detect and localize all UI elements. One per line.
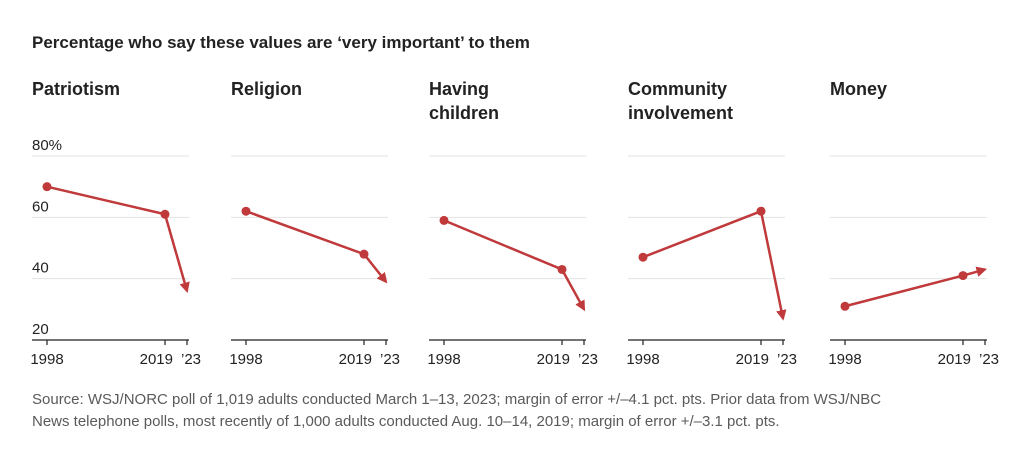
series-line-having-children bbox=[443, 219, 563, 271]
x-tick-label-having-children-2: ’23 bbox=[578, 351, 598, 368]
trend-arrow-community-involvement bbox=[759, 210, 787, 321]
panel-title-community-involvement: Community involvement bbox=[628, 79, 734, 123]
x-tick-label-having-children-0: 1998 bbox=[427, 351, 460, 368]
y-tick-label-patriotism-2: 40 bbox=[32, 260, 49, 277]
y-tick-label-patriotism-0: 80% bbox=[32, 137, 62, 154]
source-line-2: News telephone polls, most recently of 1… bbox=[32, 413, 780, 430]
trend-arrow-religion bbox=[363, 253, 388, 284]
x-tick-label-community-involvement-2: ’23 bbox=[777, 351, 797, 368]
series-line-money bbox=[844, 274, 964, 308]
series-line-religion bbox=[245, 210, 365, 256]
data-point-community-involvement-1998 bbox=[638, 252, 648, 262]
x-tick-label-community-involvement-1: 2019 bbox=[736, 351, 769, 368]
panel-title-money: Money bbox=[830, 79, 888, 99]
data-point-money-1998 bbox=[840, 301, 850, 311]
x-tick-label-religion-0: 1998 bbox=[229, 351, 262, 368]
x-tick-label-religion-2: ’23 bbox=[380, 351, 400, 368]
x-tick-label-money-0: 1998 bbox=[828, 351, 861, 368]
source-note: Source: WSJ/NORC poll of 1,019 adults co… bbox=[32, 389, 1012, 433]
x-tick-label-religion-1: 2019 bbox=[339, 351, 372, 368]
source-line-1: Source: WSJ/NORC poll of 1,019 adults co… bbox=[32, 391, 882, 408]
panel-title-having-children: Having children bbox=[429, 79, 500, 123]
x-tick-label-patriotism-0: 1998 bbox=[30, 351, 63, 368]
x-tick-label-patriotism-2: ’23 bbox=[181, 351, 201, 368]
data-point-religion-1998 bbox=[241, 206, 251, 216]
x-tick-label-patriotism-1: 2019 bbox=[140, 351, 173, 368]
panel-title-patriotism: Patriotism bbox=[32, 79, 121, 99]
data-point-having-children-2019 bbox=[557, 264, 567, 274]
line-charts-svg: 1998 2019 ’23 80% 60 40 20 1998 2019 ’23 1998 2019 ’… bbox=[30, 137, 999, 368]
y-tick-label-patriotism-3: 20 bbox=[32, 321, 49, 338]
data-point-patriotism-1998 bbox=[42, 182, 52, 192]
x-tick-label-community-involvement-0: 1998 bbox=[626, 351, 659, 368]
data-point-money-2019 bbox=[958, 271, 968, 281]
x-tick-label-money-2: ’23 bbox=[979, 351, 999, 368]
data-point-religion-2019 bbox=[359, 249, 369, 259]
trend-arrow-having-children bbox=[560, 268, 586, 312]
x-tick-label-having-children-1: 2019 bbox=[537, 351, 570, 368]
y-tick-label-patriotism-1: 60 bbox=[32, 198, 49, 215]
series-line-community-involvement bbox=[642, 210, 762, 259]
chart-headline: Percentage who say these values are ‘ver… bbox=[32, 33, 530, 52]
trend-arrow-patriotism bbox=[163, 213, 190, 293]
data-point-having-children-1998 bbox=[439, 215, 449, 225]
panel-title-religion: Religion bbox=[231, 79, 302, 99]
data-point-patriotism-2019 bbox=[160, 209, 170, 219]
small-multiples: Patriotism Religion Having children Comm… bbox=[30, 79, 999, 368]
data-point-community-involvement-2019 bbox=[756, 206, 766, 216]
series-line-patriotism bbox=[46, 185, 166, 216]
x-tick-label-money-1: 2019 bbox=[938, 351, 971, 368]
